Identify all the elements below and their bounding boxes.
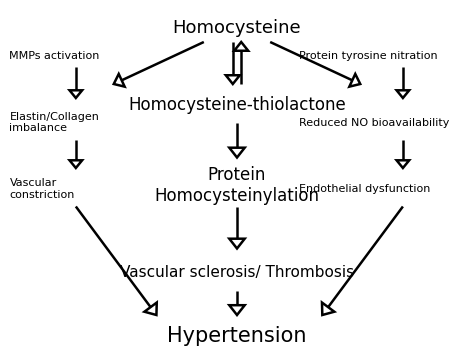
Polygon shape	[145, 302, 157, 315]
Polygon shape	[229, 239, 245, 248]
Polygon shape	[226, 75, 240, 84]
Polygon shape	[397, 160, 409, 168]
Text: Protein tyrosine nitration: Protein tyrosine nitration	[299, 51, 437, 61]
Text: MMPs activation: MMPs activation	[9, 51, 100, 61]
Polygon shape	[114, 74, 125, 87]
Text: Hypertension: Hypertension	[167, 326, 307, 346]
Polygon shape	[397, 90, 409, 98]
Polygon shape	[234, 42, 248, 51]
Text: Elastin/Collagen
imbalance: Elastin/Collagen imbalance	[9, 112, 100, 133]
Text: Vascular
constriction: Vascular constriction	[9, 178, 75, 200]
Polygon shape	[70, 90, 82, 98]
Polygon shape	[70, 160, 82, 168]
Text: Vascular sclerosis/ Thrombosis: Vascular sclerosis/ Thrombosis	[120, 266, 354, 280]
Text: Reduced NO bioavailability: Reduced NO bioavailability	[299, 118, 449, 127]
Text: Endothelial dysfunction: Endothelial dysfunction	[299, 184, 430, 194]
Text: Protein
Homocysteinylation: Protein Homocysteinylation	[155, 166, 319, 205]
Polygon shape	[229, 305, 245, 315]
Text: Homocysteine: Homocysteine	[173, 19, 301, 37]
Polygon shape	[349, 74, 360, 87]
Polygon shape	[229, 148, 245, 158]
Polygon shape	[322, 302, 334, 315]
Text: Homocysteine-thiolactone: Homocysteine-thiolactone	[128, 96, 346, 114]
